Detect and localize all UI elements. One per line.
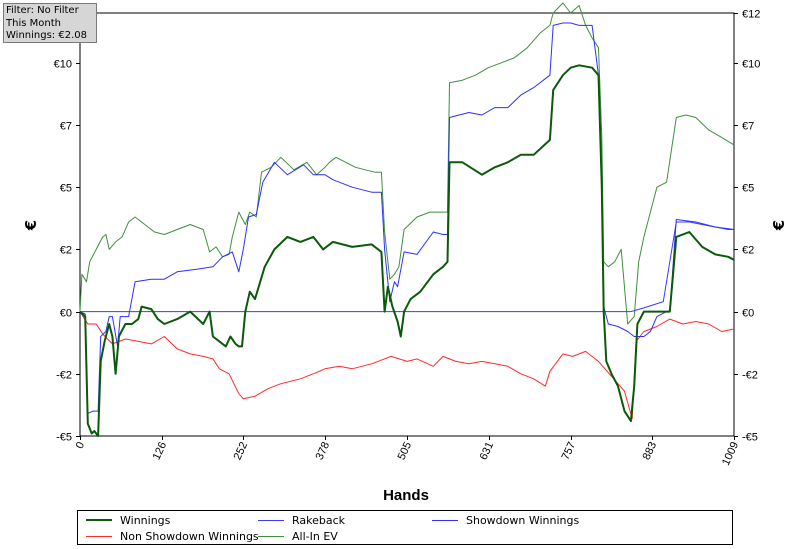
x-tick-label: 631 xyxy=(478,440,497,462)
chart-legend: Winnings Rakeback Showdown Winnings Non … xyxy=(77,510,733,545)
x-tick-label: 757 xyxy=(560,440,579,462)
legend-item-winnings[interactable]: Winnings xyxy=(86,512,170,528)
legend-label: Non Showdown Winnings xyxy=(120,529,259,543)
winnings-summary: Winnings: €2.08 xyxy=(6,30,87,41)
legend-label: All-In EV xyxy=(292,529,338,543)
period-label: This Month xyxy=(6,17,61,29)
y-tick-label: -€2 xyxy=(742,370,758,382)
y-tick-label: -€2 xyxy=(56,370,72,382)
legend-label: Showdown Winnings xyxy=(466,513,580,527)
series-line-winnings xyxy=(79,64,735,437)
x-axis-title: Hands xyxy=(383,487,429,504)
series-line-all-in-ev xyxy=(79,2,735,325)
y-tick-label: €0 xyxy=(742,308,754,320)
y-axis-left-ticks: €12€10€7€5€2€0-€2-€5 xyxy=(54,9,80,444)
line-swatch-icon xyxy=(86,535,112,537)
line-swatch-icon xyxy=(432,519,458,521)
legend-item-all-in-ev[interactable]: All-In EV xyxy=(258,528,338,544)
filter-label: Filter: No Filter xyxy=(6,5,79,16)
x-tick-label: 883 xyxy=(641,440,660,462)
x-axis-ticks: 0 126 252 378 505 631 757 883 1009 xyxy=(74,436,741,467)
x-tick-label: 0 xyxy=(74,440,87,451)
y-tick-label: €7 xyxy=(742,121,754,133)
y-tick-label: €7 xyxy=(60,121,72,133)
y-tick-label: €12 xyxy=(742,9,760,21)
x-tick-label: 252 xyxy=(232,440,251,462)
y-tick-label: €10 xyxy=(742,59,760,71)
x-tick-label: 126 xyxy=(151,440,170,462)
y-tick-label: -€5 xyxy=(56,432,72,444)
y-tick-label: -€5 xyxy=(742,432,758,444)
y-tick-label: €2 xyxy=(742,245,754,257)
x-tick-label: 505 xyxy=(396,440,415,462)
y-tick-label: €10 xyxy=(54,59,72,71)
y-tick-label: €5 xyxy=(742,183,754,195)
y-axis-title-right: € xyxy=(770,220,788,231)
legend-label: Rakeback xyxy=(292,513,346,527)
line-swatch-icon xyxy=(258,535,284,537)
y-tick-label: €5 xyxy=(60,183,72,195)
legend-item-rakeback[interactable]: Rakeback xyxy=(258,512,345,528)
y-axis-right-ticks: €12 €10 €7 €5 €2 €0 -€2 -€5 xyxy=(734,9,760,444)
x-tick-label: 378 xyxy=(314,440,333,462)
y-tick-label: €2 xyxy=(60,245,72,257)
line-swatch-icon xyxy=(86,519,112,521)
y-tick-label: €0 xyxy=(60,308,72,320)
legend-label: Winnings xyxy=(120,513,171,527)
series-lines xyxy=(79,2,735,437)
x-tick-label: 1009 xyxy=(720,440,741,467)
line-swatch-icon xyxy=(258,519,284,521)
legend-item-showdown-winnings[interactable]: Showdown Winnings xyxy=(432,512,579,528)
filter-info-box: Filter: No Filter This Month Winnings: €… xyxy=(3,3,97,43)
y-axis-title-left: € xyxy=(22,220,40,231)
series-line-showdown-winnings xyxy=(79,22,735,415)
legend-item-non-showdown-winnings[interactable]: Non Showdown Winnings xyxy=(86,528,259,544)
